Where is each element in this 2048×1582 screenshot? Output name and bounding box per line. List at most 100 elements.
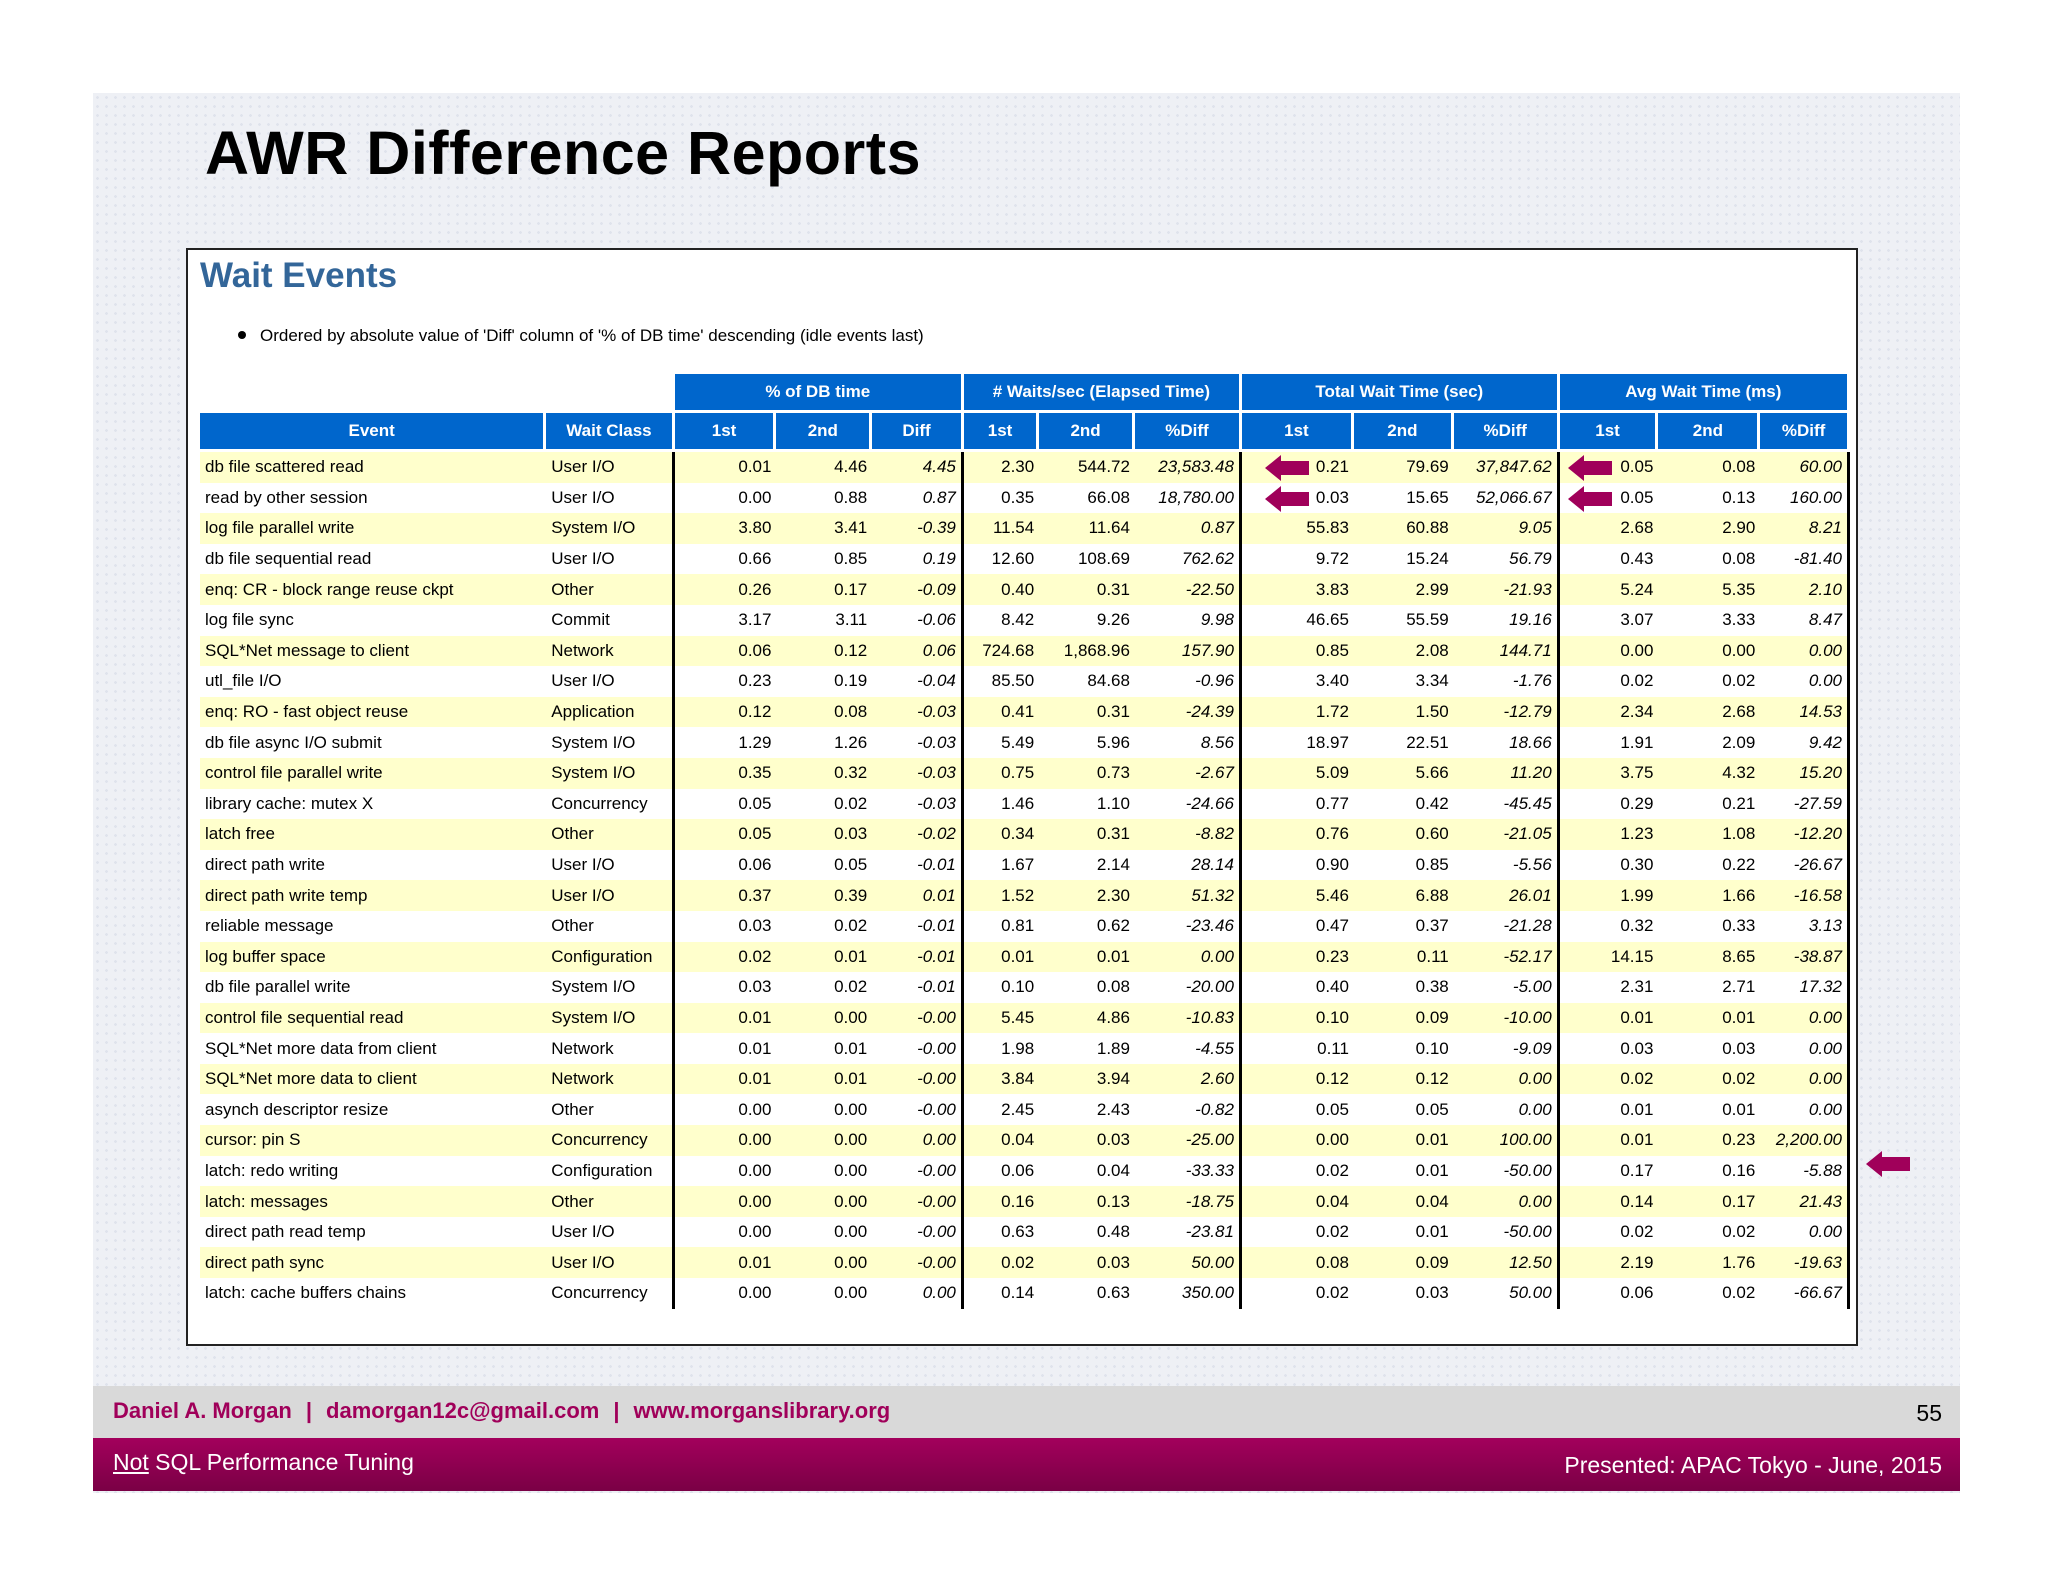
cell-db-time-2nd: 3.41 xyxy=(776,513,873,544)
cell-db-time-1st: 0.00 xyxy=(674,1278,777,1309)
table-row: latch: cache buffers chains Concurrency 0.… xyxy=(200,1278,1850,1309)
cell-avg-wait-pctdiff: 14.53 xyxy=(1760,696,1850,728)
cell-waits-pctdiff: -18.75 xyxy=(1134,1186,1242,1217)
cell-wait-class: User I/O xyxy=(546,666,675,697)
cell-wait-class: Other xyxy=(546,1186,675,1217)
cell-avg-wait-pctdiff: -38.87 xyxy=(1760,941,1850,973)
cell-total-wait-pctdiff: 0.00 xyxy=(1453,1063,1560,1095)
cell-avg-wait-pctdiff: 21.43 xyxy=(1760,1186,1850,1217)
cell-avg-wait-2nd: 1.66 xyxy=(1658,880,1761,911)
table-row: log file parallel write System I/O 3.80 3.4… xyxy=(200,513,1850,544)
cell-event: log file parallel write xyxy=(200,513,547,544)
cell-waits-pctdiff: 0.87 xyxy=(1134,513,1242,544)
cell-avg-wait-pctdiff: 160.00 xyxy=(1760,482,1850,514)
table-row: enq: CR - block range reuse ckpt Other 0.2… xyxy=(200,574,1850,605)
cell-avg-wait-pctdiff: 0.00 xyxy=(1760,666,1850,697)
cell-wait-class: Network xyxy=(546,635,675,667)
cell-avg-wait-2nd: 0.22 xyxy=(1658,849,1761,881)
report-bullet-note: Ordered by absolute value of 'Diff' colu… xyxy=(238,326,924,346)
footer-bar: Daniel A. Morgan | damorgan12c@gmail.com | w… xyxy=(93,1386,1960,1438)
cell-total-wait-1st: 0.47 xyxy=(1241,910,1354,942)
cell-db-time-diff: -0.00 xyxy=(872,1247,964,1279)
table-row: db file sequential read User I/O 0.66 0.85 0… xyxy=(200,543,1850,575)
cell-waits-2nd: 0.48 xyxy=(1039,1216,1135,1248)
cell-db-time-1st: 1.29 xyxy=(674,727,777,758)
cell-db-time-2nd: 0.19 xyxy=(776,666,873,697)
cell-avg-wait-pctdiff: 2,200.00 xyxy=(1760,1125,1850,1156)
cell-wait-class: Concurrency xyxy=(546,788,675,820)
cell-wait-class: Other xyxy=(546,910,675,942)
cell-total-wait-pctdiff: 56.79 xyxy=(1453,543,1560,575)
cell-db-time-diff: 0.01 xyxy=(872,880,964,911)
cell-waits-1st: 0.01 xyxy=(963,941,1040,973)
cell-db-time-2nd: 0.08 xyxy=(776,696,873,728)
cell-db-time-2nd: 0.88 xyxy=(776,482,873,514)
cell-event: log buffer space xyxy=(200,941,547,973)
table-row: reliable message Other 0.03 0.02 -0.01 0.81 0.… xyxy=(200,910,1850,942)
cell-avg-wait-2nd: 3.33 xyxy=(1658,604,1761,636)
cell-avg-wait-1st: 3.07 xyxy=(1559,604,1659,636)
cell-total-wait-pctdiff: -21.28 xyxy=(1453,910,1560,942)
cell-wait-class: System I/O xyxy=(546,757,675,789)
column-header-avg-wait-1st: 1st xyxy=(1559,413,1659,452)
cell-waits-pctdiff: 28.14 xyxy=(1134,849,1242,881)
cell-waits-1st: 5.49 xyxy=(963,727,1040,758)
cell-db-time-2nd: 0.02 xyxy=(776,788,873,820)
cell-waits-2nd: 4.86 xyxy=(1039,1002,1135,1034)
cell-waits-1st: 2.45 xyxy=(963,1094,1040,1126)
cell-total-wait-1st: 18.97 xyxy=(1241,727,1354,758)
cell-total-wait-2nd: 0.38 xyxy=(1353,972,1454,1003)
cell-wait-class: User I/O xyxy=(546,849,675,881)
cell-total-wait-1st: 0.04 xyxy=(1241,1186,1354,1217)
cell-avg-wait-2nd: 0.02 xyxy=(1658,666,1761,697)
cell-db-time-1st: 0.06 xyxy=(674,849,777,881)
cell-total-wait-pctdiff: -21.93 xyxy=(1453,574,1560,605)
cell-db-time-1st: 0.00 xyxy=(674,482,777,514)
cell-wait-class: System I/O xyxy=(546,513,675,544)
cell-wait-class: User I/O xyxy=(546,1216,675,1248)
cell-total-wait-1st: 9.72 xyxy=(1241,543,1354,575)
cell-waits-1st: 85.50 xyxy=(963,666,1040,697)
cell-event: direct path write temp xyxy=(200,880,547,911)
cell-waits-1st: 5.45 xyxy=(963,1002,1040,1034)
cell-avg-wait-2nd: 0.02 xyxy=(1658,1216,1761,1248)
cell-waits-1st: 0.40 xyxy=(963,574,1040,605)
cell-waits-2nd: 2.43 xyxy=(1039,1094,1135,1126)
cell-avg-wait-2nd: 0.01 xyxy=(1658,1094,1761,1126)
cell-total-wait-pctdiff: -5.56 xyxy=(1453,849,1560,881)
table-row: read by other session User I/O 0.00 0.88 0.8… xyxy=(200,482,1850,514)
cell-avg-wait-pctdiff: 0.00 xyxy=(1760,1063,1850,1095)
table-row: latch free Other 0.05 0.03 -0.02 0.34 0.31 -8.8… xyxy=(200,819,1850,850)
table-row: log buffer space Configuration 0.02 0.01 -0.… xyxy=(200,941,1850,973)
footer-website[interactable]: www.morganslibrary.org xyxy=(633,1398,891,1423)
cell-wait-class: User I/O xyxy=(546,1247,675,1279)
cell-avg-wait-1st: 0.29 xyxy=(1559,788,1659,820)
cell-waits-pctdiff: -0.96 xyxy=(1134,666,1242,697)
cell-waits-2nd: 5.96 xyxy=(1039,727,1135,758)
cell-db-time-2nd: 0.12 xyxy=(776,635,873,667)
cell-waits-1st: 0.63 xyxy=(963,1216,1040,1248)
cell-total-wait-1st: 0.08 xyxy=(1241,1247,1354,1279)
cell-event: library cache: mutex X xyxy=(200,788,547,820)
cell-avg-wait-1st: 0.14 xyxy=(1559,1186,1659,1217)
cell-db-time-2nd: 0.32 xyxy=(776,757,873,789)
cell-wait-class: System I/O xyxy=(546,972,675,1003)
group-header-blank xyxy=(200,374,675,413)
cell-avg-wait-2nd: 0.16 xyxy=(1658,1155,1761,1187)
cell-waits-1st: 0.02 xyxy=(963,1247,1040,1279)
cell-event: SQL*Net more data from client xyxy=(200,1033,547,1064)
cell-db-time-2nd: 0.01 xyxy=(776,1063,873,1095)
cell-total-wait-1st: 0.10 xyxy=(1241,1002,1354,1034)
cell-waits-pctdiff: 50.00 xyxy=(1134,1247,1242,1279)
footer-email[interactable]: damorgan12c@gmail.com xyxy=(326,1398,600,1423)
cell-event: db file scattered read xyxy=(200,452,547,483)
cell-db-time-diff: 0.87 xyxy=(872,482,964,514)
cell-db-time-diff: -0.00 xyxy=(872,1216,964,1248)
cell-db-time-diff: 0.06 xyxy=(872,635,964,667)
cell-avg-wait-pctdiff: -19.63 xyxy=(1760,1247,1850,1279)
cell-wait-class: Application xyxy=(546,696,675,728)
cell-db-time-2nd: 0.01 xyxy=(776,941,873,973)
cell-db-time-1st: 0.35 xyxy=(674,757,777,789)
cell-wait-class: Concurrency xyxy=(546,1125,675,1156)
cell-avg-wait-1st: 0.02 xyxy=(1559,1063,1659,1095)
